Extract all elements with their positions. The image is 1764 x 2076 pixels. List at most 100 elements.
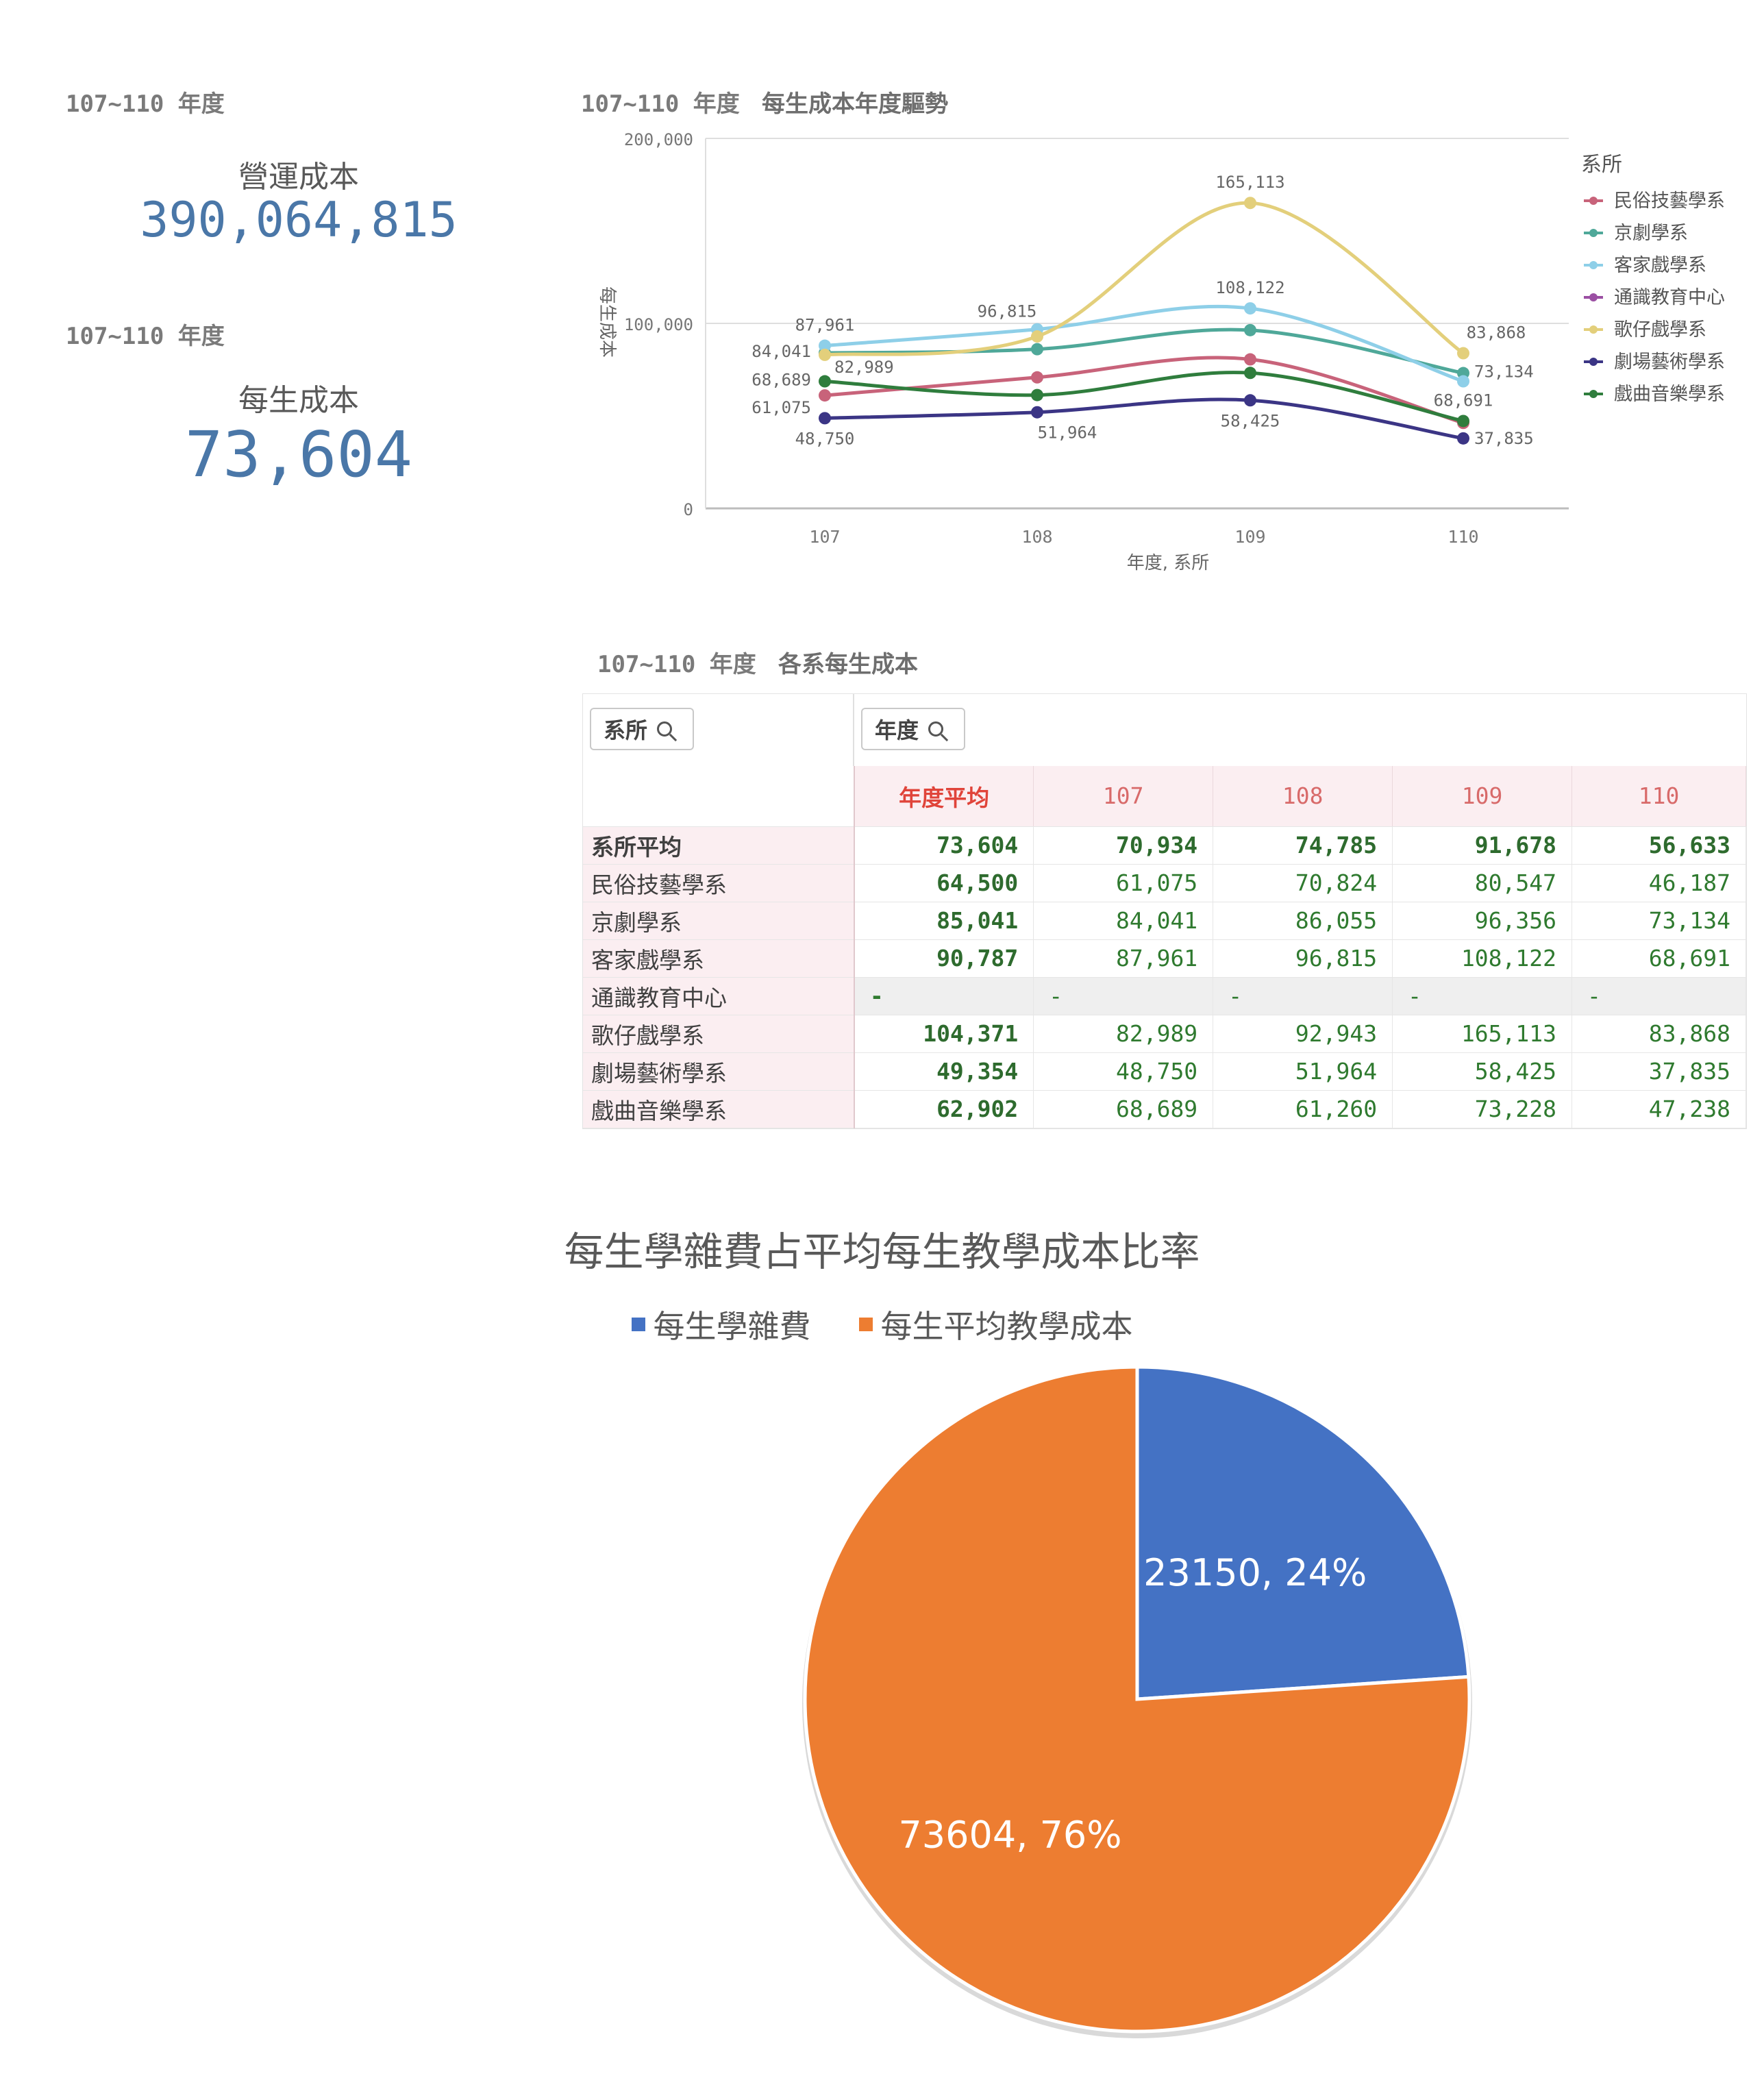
year-search-button[interactable]: 年度	[861, 708, 965, 750]
pie-slice	[803, 1365, 1471, 2034]
row-header[interactable]: 通識教育中心	[583, 977, 855, 1015]
row-header[interactable]: 民俗技藝學系	[583, 864, 855, 902]
legend-title: 系所	[1581, 153, 1622, 177]
x-tick-label: 107	[809, 527, 840, 547]
table-cell: 68,689	[1033, 1090, 1214, 1128]
series-line	[824, 371, 1464, 423]
line-chart-period-label: 107~110 年度	[581, 90, 740, 118]
pie-data-label: 73604, 76%	[898, 1813, 1121, 1856]
data-point	[819, 375, 831, 388]
series-line	[824, 304, 1464, 383]
y-axis-title: 每生成本	[597, 286, 617, 358]
legend-item: 客家戲學系	[1614, 255, 1706, 276]
data-point	[1031, 406, 1043, 419]
data-label: 73,134	[1474, 362, 1534, 382]
data-point	[1457, 375, 1469, 388]
legend-item: 民俗技藝學系	[1614, 190, 1725, 212]
table-cell: 70,824	[1213, 864, 1393, 902]
dept-search-label: 系所	[604, 717, 648, 743]
table-cell: 61,075	[1033, 864, 1214, 902]
column-header[interactable]: 年度平均	[854, 766, 1034, 827]
table-cell: 73,228	[1392, 1090, 1573, 1128]
table-cell: -	[1033, 977, 1214, 1015]
table-cell: -	[1392, 977, 1573, 1015]
table-cell: 96,815	[1213, 939, 1393, 978]
legend-swatch-dot	[1589, 293, 1598, 301]
column-header[interactable]: 107	[1033, 766, 1214, 827]
table-cell: 51,964	[1213, 1052, 1393, 1091]
table-row: 系所平均 73,604 70,934 74,785 91,678 56,633	[583, 826, 1746, 865]
table-cell: 61,260	[1213, 1090, 1393, 1128]
row-header[interactable]: 京劇學系	[583, 902, 855, 940]
data-point	[1457, 347, 1469, 360]
data-point	[1031, 343, 1043, 356]
data-label: 82,989	[834, 358, 894, 377]
data-point	[1244, 353, 1256, 366]
data-label: 61,075	[751, 398, 811, 417]
column-header[interactable]: 109	[1392, 766, 1573, 827]
data-label: 68,689	[751, 371, 811, 390]
table-row: 歌仔戲學系 104,371 82,989 92,943 165,113 83,868	[583, 1015, 1746, 1053]
data-point	[1244, 394, 1256, 407]
table-cell: 91,678	[1392, 826, 1573, 865]
dept-search-button[interactable]: 系所	[590, 708, 694, 750]
table-cell: 48,750	[1033, 1052, 1214, 1091]
table-cell: -	[1572, 977, 1746, 1015]
table-row: 戲曲音樂學系 62,902 68,689 61,260 73,228 47,238	[583, 1090, 1746, 1128]
row-header[interactable]: 客家戲學系	[583, 939, 855, 978]
table-row: 通識教育中心 - - - - -	[583, 977, 1746, 1015]
row-header[interactable]: 系所平均	[583, 826, 855, 865]
search-icon	[657, 721, 673, 737]
legend-item: 劇場藝術學系	[1614, 351, 1725, 373]
table-cell: 92,943	[1213, 1015, 1393, 1053]
table-cell: 108,122	[1392, 939, 1573, 978]
table-cell: 62,902	[854, 1090, 1034, 1128]
x-tick-label: 110	[1448, 527, 1478, 547]
legend-swatch-dot	[1589, 197, 1598, 205]
data-point	[1244, 302, 1256, 315]
pie-legend-swatch	[631, 1318, 645, 1331]
legend-swatch-dot	[1589, 261, 1598, 269]
table-cell: 82,989	[1033, 1015, 1214, 1053]
table-corner-cell	[583, 766, 855, 827]
pie-data-label: 23150, 24%	[1143, 1551, 1367, 1594]
cost-table: 系所 年度 年度平均 107 108 109 110 系所平均 73,604 70,934 74…	[582, 693, 1747, 1129]
data-point	[1457, 432, 1469, 445]
table-cell: -	[1213, 977, 1393, 1015]
cost-table-grid: 年度平均 107 108 109 110 系所平均 73,604 70,934 74,785 91…	[583, 766, 1746, 1128]
data-label: 37,835	[1474, 429, 1534, 448]
pie-legend-label: 每生學雜費	[653, 1308, 811, 1345]
data-point	[1244, 197, 1256, 210]
table-cell: 80,547	[1392, 864, 1573, 902]
table-cell: 84,041	[1033, 902, 1214, 940]
x-tick-label: 109	[1234, 527, 1265, 547]
table-cell: 70,934	[1033, 826, 1214, 865]
data-label: 51,964	[1038, 423, 1097, 443]
row-header[interactable]: 歌仔戲學系	[583, 1015, 855, 1053]
table-title: 各系每生成本	[778, 651, 918, 678]
series-line	[824, 201, 1465, 357]
y-tick-label: 200,000	[624, 130, 693, 149]
kpi-operating-cost-title: 營運成本	[238, 160, 359, 195]
series-line	[824, 328, 1464, 375]
table-cell: 165,113	[1392, 1015, 1573, 1053]
row-header[interactable]: 劇場藝術學系	[583, 1052, 855, 1091]
table-cell: 73,134	[1572, 902, 1746, 940]
data-label: 48,750	[795, 429, 855, 448]
data-point	[1457, 415, 1469, 428]
kpi-per-student-title: 每生成本	[238, 383, 359, 418]
kpi-per-student-period-label: 107~110 年度	[66, 323, 225, 350]
table-cell: 86,055	[1213, 902, 1393, 940]
table-cell: 49,354	[854, 1052, 1034, 1091]
pie-legend-swatch	[858, 1318, 873, 1331]
legend-item: 戲曲音樂學系	[1614, 384, 1725, 405]
data-point	[1031, 330, 1043, 343]
table-cell: 37,835	[1572, 1052, 1746, 1091]
x-tick-label: 108	[1021, 527, 1052, 547]
row-header[interactable]: 戲曲音樂學系	[583, 1090, 855, 1128]
column-header[interactable]: 110	[1572, 766, 1746, 827]
y-tick-label: 100,000	[624, 315, 693, 334]
pie-chart-title: 每生學雜費占平均每生教學成本比率	[564, 1228, 1200, 1275]
data-label: 84,041	[751, 342, 811, 361]
column-header[interactable]: 108	[1213, 766, 1393, 827]
